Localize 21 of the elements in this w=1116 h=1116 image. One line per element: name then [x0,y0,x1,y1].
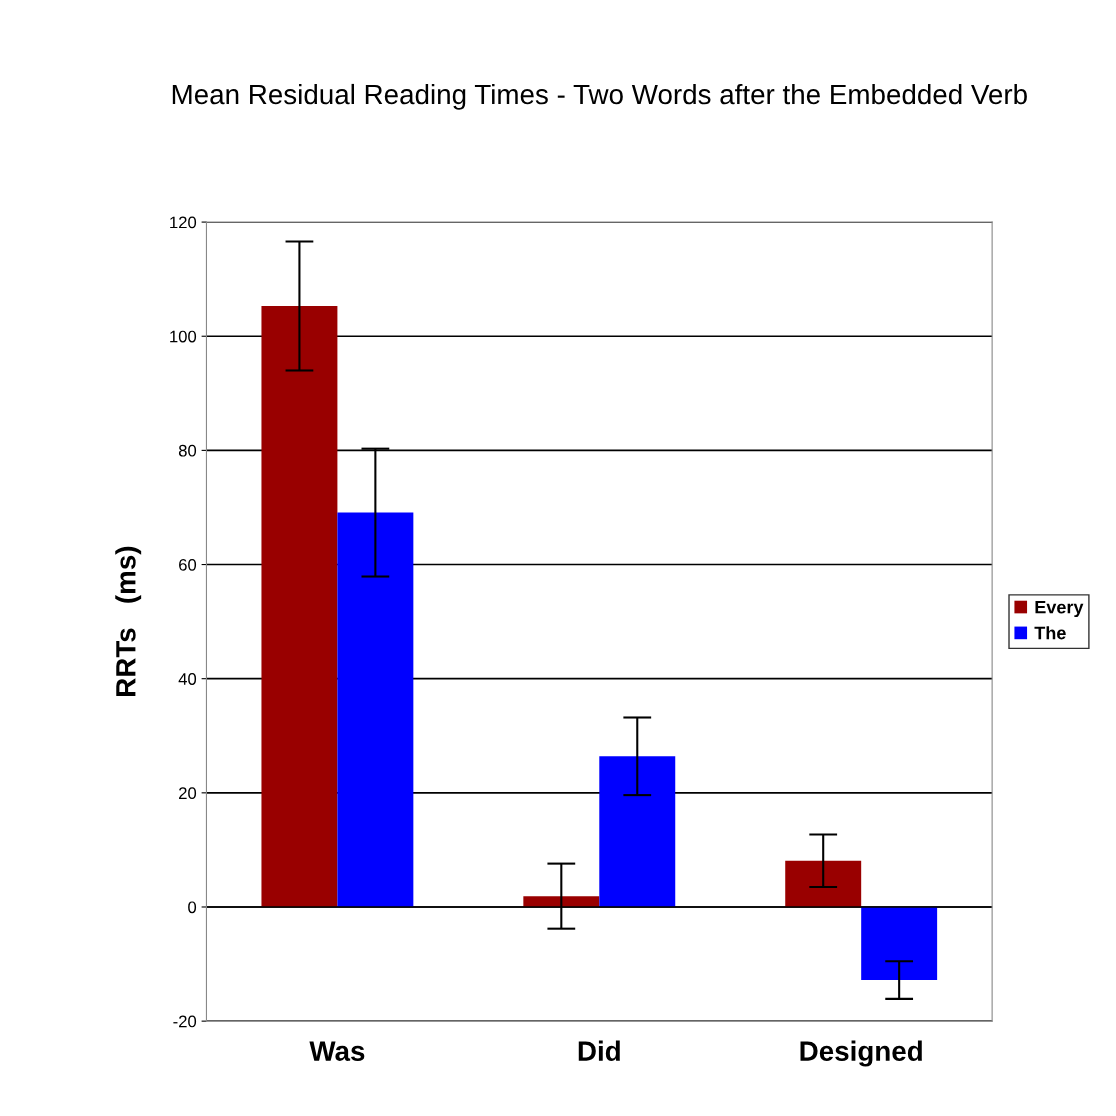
bar [861,906,938,981]
chart-title: Mean Residual Reading Times - Two Words after the Embedded Verb [172,83,1027,110]
x-tick-label: Designed [800,1040,922,1067]
bar [337,512,414,907]
x-tick-label: Was [309,1041,365,1061]
x-tick-label: Did [578,1040,620,1061]
y-tick-label: 40 [178,673,197,685]
y-tick-label: 80 [178,444,197,457]
y-tick-label: -20 [173,1015,197,1028]
y-tick-label: 60 [179,558,197,571]
bar [599,756,676,907]
y-tick-label: 100 [170,330,197,343]
legend-label: Every [1035,600,1084,618]
y-tick-label: 120 [170,216,197,229]
y-axis-title: RRTs (ms) [115,546,142,696]
legend-label: The [1034,626,1066,640]
y-tick-label: 0 [188,901,197,914]
bar [523,896,600,907]
bar [261,305,338,907]
y-tick-label: 20 [179,787,197,800]
bar [785,860,862,907]
